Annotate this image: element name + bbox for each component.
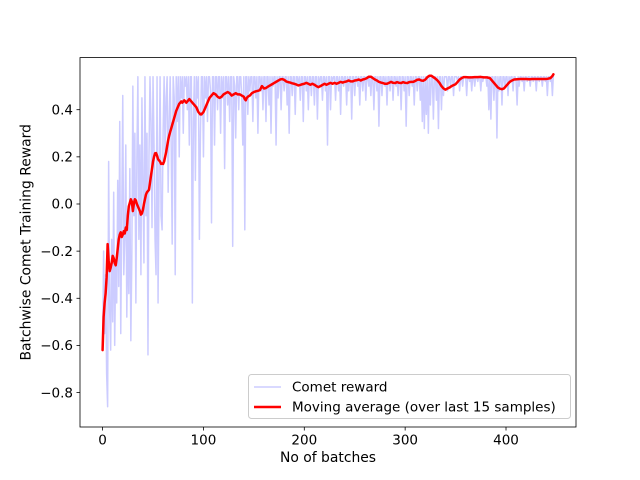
legend-label-moving-average: Moving average (over last 15 samples) <box>292 400 556 416</box>
y-tick-label-6: −0.8 <box>40 385 73 401</box>
y-tick-label-1: 0.2 <box>52 150 73 166</box>
y-tick-label-4: −0.4 <box>40 291 73 307</box>
x-tick-label-1: 100 <box>191 433 217 449</box>
x-tick-label-2: 200 <box>291 433 317 449</box>
y-tick-label-0: 0.4 <box>52 102 73 118</box>
y-axis-label: Batchwise Comet Training Reward <box>19 124 35 360</box>
legend: Comet reward Moving average (over last 1… <box>248 374 571 419</box>
x-tick-label-3: 300 <box>392 433 418 449</box>
x-tick-label-4: 400 <box>493 433 519 449</box>
legend-label-comet-reward: Comet reward <box>292 380 387 396</box>
plot-area: 0 100 200 300 400 0.4 0.2 0.0 −0.2 −0.4 −0.6 −0.8 <box>40 57 577 449</box>
comet-reward-line <box>101 74 555 408</box>
axes-spines <box>79 57 577 428</box>
y-tick-label-3: −0.2 <box>40 244 73 260</box>
x-tick-label-0: 0 <box>98 433 107 449</box>
x-axis-label: No of batches <box>280 450 376 466</box>
legend-box <box>248 374 571 419</box>
y-tick-label-5: −0.6 <box>40 338 73 354</box>
y-tick-label-2: 0.0 <box>52 197 73 213</box>
moving-average-line <box>101 73 555 352</box>
